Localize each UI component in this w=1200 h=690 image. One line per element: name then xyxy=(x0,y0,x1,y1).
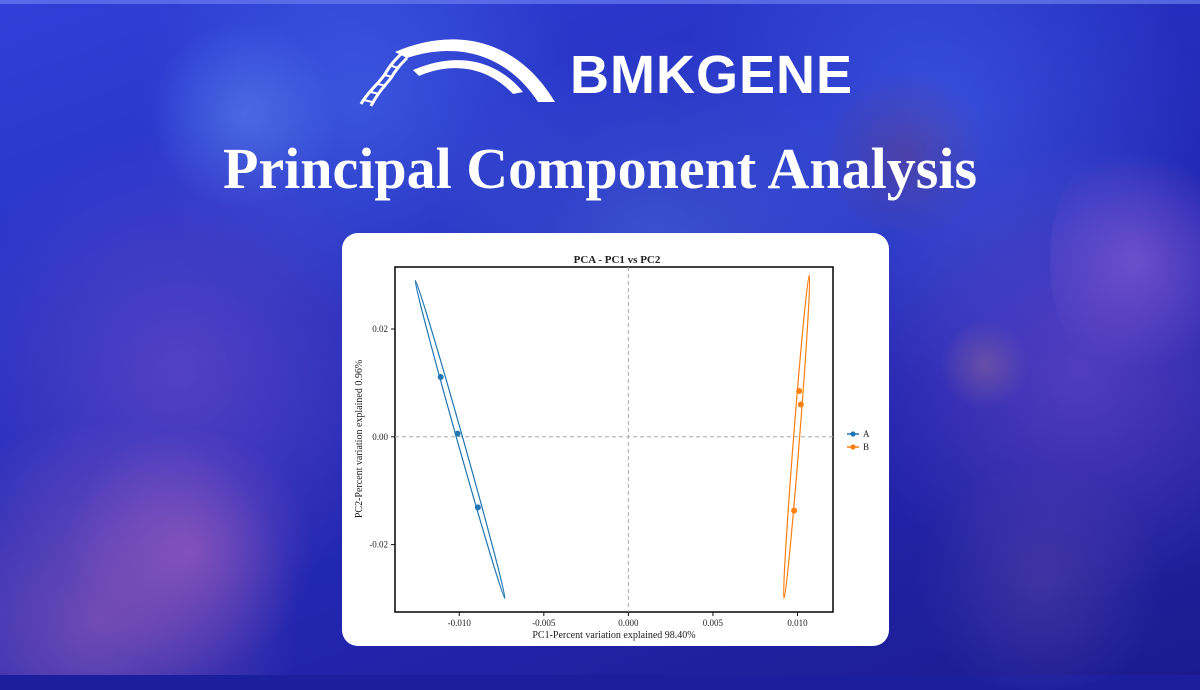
data-point-a xyxy=(437,373,444,380)
legend-label: B xyxy=(863,442,869,452)
page-title: Principal Component Analysis xyxy=(222,136,978,201)
x-tick-label: -0.005 xyxy=(532,618,556,628)
pca-scatter-chart: PCA - PC1 vs PC2 -0.010 -0.005 0.000 0.005 0… xyxy=(354,254,870,641)
y-axis-label: PC2-Percent variation explained 0.96% xyxy=(354,360,365,518)
brand-logo: BMKGENE xyxy=(355,30,875,110)
x-axis-label: PC1-Percent variation explained 98.40% xyxy=(532,630,695,641)
y-tick-label: 0.02 xyxy=(372,324,388,334)
x-tick-label: 0.005 xyxy=(703,618,724,628)
chart-title: PCA - PC1 vs PC2 xyxy=(574,254,661,266)
data-point-b xyxy=(791,507,798,514)
chart-card: PCA - PC1 vs PC2 -0.010 -0.005 0.000 0.005 0… xyxy=(342,233,889,646)
background-bubble xyxy=(940,320,1030,410)
legend-marker xyxy=(850,431,856,437)
background-bubble xyxy=(60,430,320,670)
data-point-a xyxy=(474,504,481,511)
dna-swoosh-icon xyxy=(359,39,555,107)
legend-label: A xyxy=(863,429,870,439)
x-tick-label: -0.010 xyxy=(448,618,472,628)
legend-marker xyxy=(850,444,856,450)
background-bubble xyxy=(1050,130,1200,390)
confidence-ellipse-b xyxy=(783,274,811,600)
top-accent-line xyxy=(0,0,1200,4)
brand-name: BMKGENE xyxy=(570,45,854,105)
confidence-ellipse-a xyxy=(414,279,506,600)
background-bubble xyxy=(150,20,340,210)
y-tick-label: -0.02 xyxy=(369,540,388,550)
x-tick-label: 0.010 xyxy=(787,618,808,628)
data-point-b xyxy=(796,387,803,394)
chart-legend: AB xyxy=(847,429,870,452)
background-bubble xyxy=(820,70,990,240)
plot-frame xyxy=(394,266,834,613)
data-point-a xyxy=(454,430,461,437)
background-bubble xyxy=(900,470,1180,690)
y-tick-label: 0.00 xyxy=(372,432,388,442)
data-point-b xyxy=(797,401,804,408)
x-tick-label: 0.000 xyxy=(618,618,639,628)
